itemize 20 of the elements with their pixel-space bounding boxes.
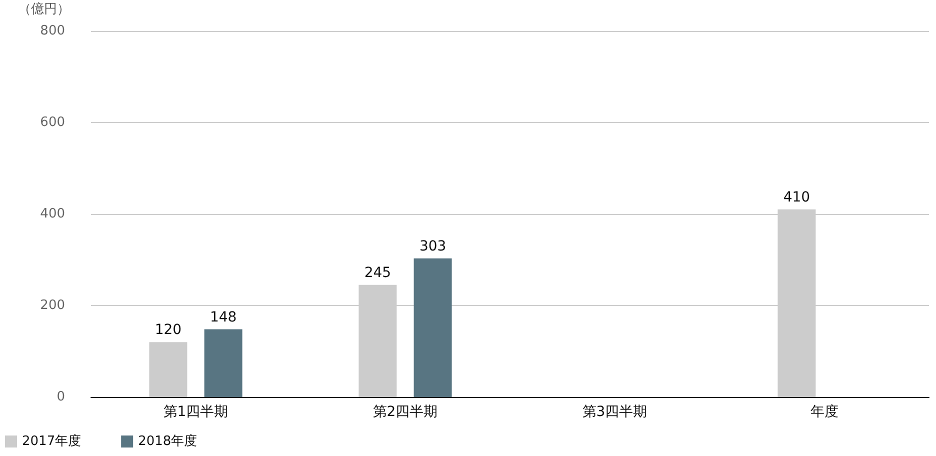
data-label: 245 <box>364 264 392 281</box>
x-tick-label: 第2四半期 <box>372 404 438 420</box>
bar <box>414 258 452 397</box>
data-label: 410 <box>783 189 810 206</box>
data-label: 148 <box>210 309 237 326</box>
bar <box>204 329 242 397</box>
data-label: 303 <box>419 238 446 254</box>
x-tick-label: 年度 <box>810 404 838 420</box>
y-axis-title: （億円） <box>18 2 70 17</box>
y-tick-label: 600 <box>40 115 65 130</box>
data-label: 120 <box>154 322 182 338</box>
bar <box>149 342 188 397</box>
y-tick-label: 800 <box>40 24 65 38</box>
y-tick-label: 400 <box>40 206 65 222</box>
legend-label: 2017年度 <box>22 433 82 449</box>
x-tick-label: 第1四半期 <box>163 404 228 420</box>
legend-label: 2018年度 <box>138 433 198 449</box>
x-tick-label: 第3四半期 <box>582 404 648 420</box>
y-tick-label: 200 <box>40 298 65 313</box>
y-tick-label: 0 <box>56 390 65 404</box>
